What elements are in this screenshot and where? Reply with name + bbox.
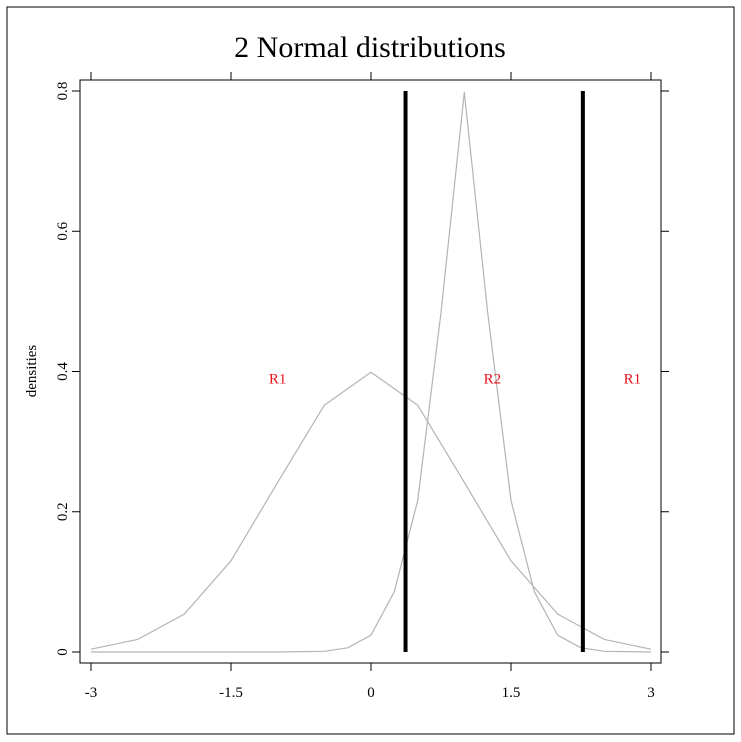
y-axis-label: densities xyxy=(24,345,40,398)
figure-border xyxy=(6,6,735,735)
x-tick-label: 3 xyxy=(647,685,655,701)
curves xyxy=(90,91,652,653)
density-curve-2 xyxy=(91,91,652,653)
x-tick-label: -3 xyxy=(85,685,98,701)
x-tick-label: -1.5 xyxy=(219,685,243,701)
x-tick-label: 0 xyxy=(367,685,375,701)
chart-title: 2 Normal distributions xyxy=(234,31,506,64)
y-tick-label: 0.4 xyxy=(55,362,71,381)
threshold-lines xyxy=(403,91,585,652)
y-tick-label: 0.6 xyxy=(55,221,71,240)
region-labels: R1 R2 R1 xyxy=(269,372,641,388)
x-tick-label: 1.5 xyxy=(502,685,521,701)
y-tick-label: 0.2 xyxy=(55,502,71,521)
axes: -3 -1.5 0 1.5 3 0 0.2 0.4 0.6 0.8 xyxy=(55,72,669,701)
y-tick-label: 0 xyxy=(55,648,71,656)
region-label: R2 xyxy=(484,372,502,388)
region-label: R1 xyxy=(269,372,287,388)
y-tick-label: 0.8 xyxy=(55,82,71,101)
density-curve-1 xyxy=(90,371,652,650)
region-label: R1 xyxy=(624,372,642,388)
